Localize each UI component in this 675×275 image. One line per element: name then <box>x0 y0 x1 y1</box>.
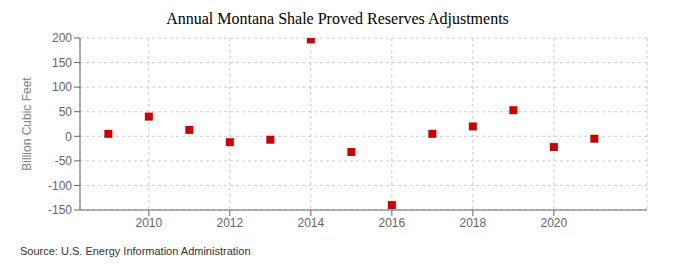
svg-text:2010: 2010 <box>135 216 162 230</box>
svg-text:Billion Cubic Feet: Billion Cubic Feet <box>20 77 34 171</box>
svg-text:200: 200 <box>52 31 72 45</box>
svg-text:2014: 2014 <box>297 216 324 230</box>
svg-text:0: 0 <box>65 130 72 144</box>
html-text:Annual Montana Shale Proved Re: Annual Montana Shale Proved Reserves Adj… <box>166 10 509 27</box>
svg-text:-150: -150 <box>48 203 72 217</box>
svg-text:-100: -100 <box>48 179 72 193</box>
svg-text:150: 150 <box>52 56 72 70</box>
html-text:Source: U.S. Energy Informatio: Source: U.S. Energy Information Administ… <box>20 245 251 257</box>
svg-text:2012: 2012 <box>216 216 243 230</box>
svg-text:2020: 2020 <box>540 216 567 230</box>
svg-text:-50: -50 <box>55 154 73 168</box>
svg-text:50: 50 <box>59 105 73 119</box>
svg-text:2018: 2018 <box>459 216 486 230</box>
svg-text:100: 100 <box>52 80 72 94</box>
svg-text:2016: 2016 <box>378 216 405 230</box>
